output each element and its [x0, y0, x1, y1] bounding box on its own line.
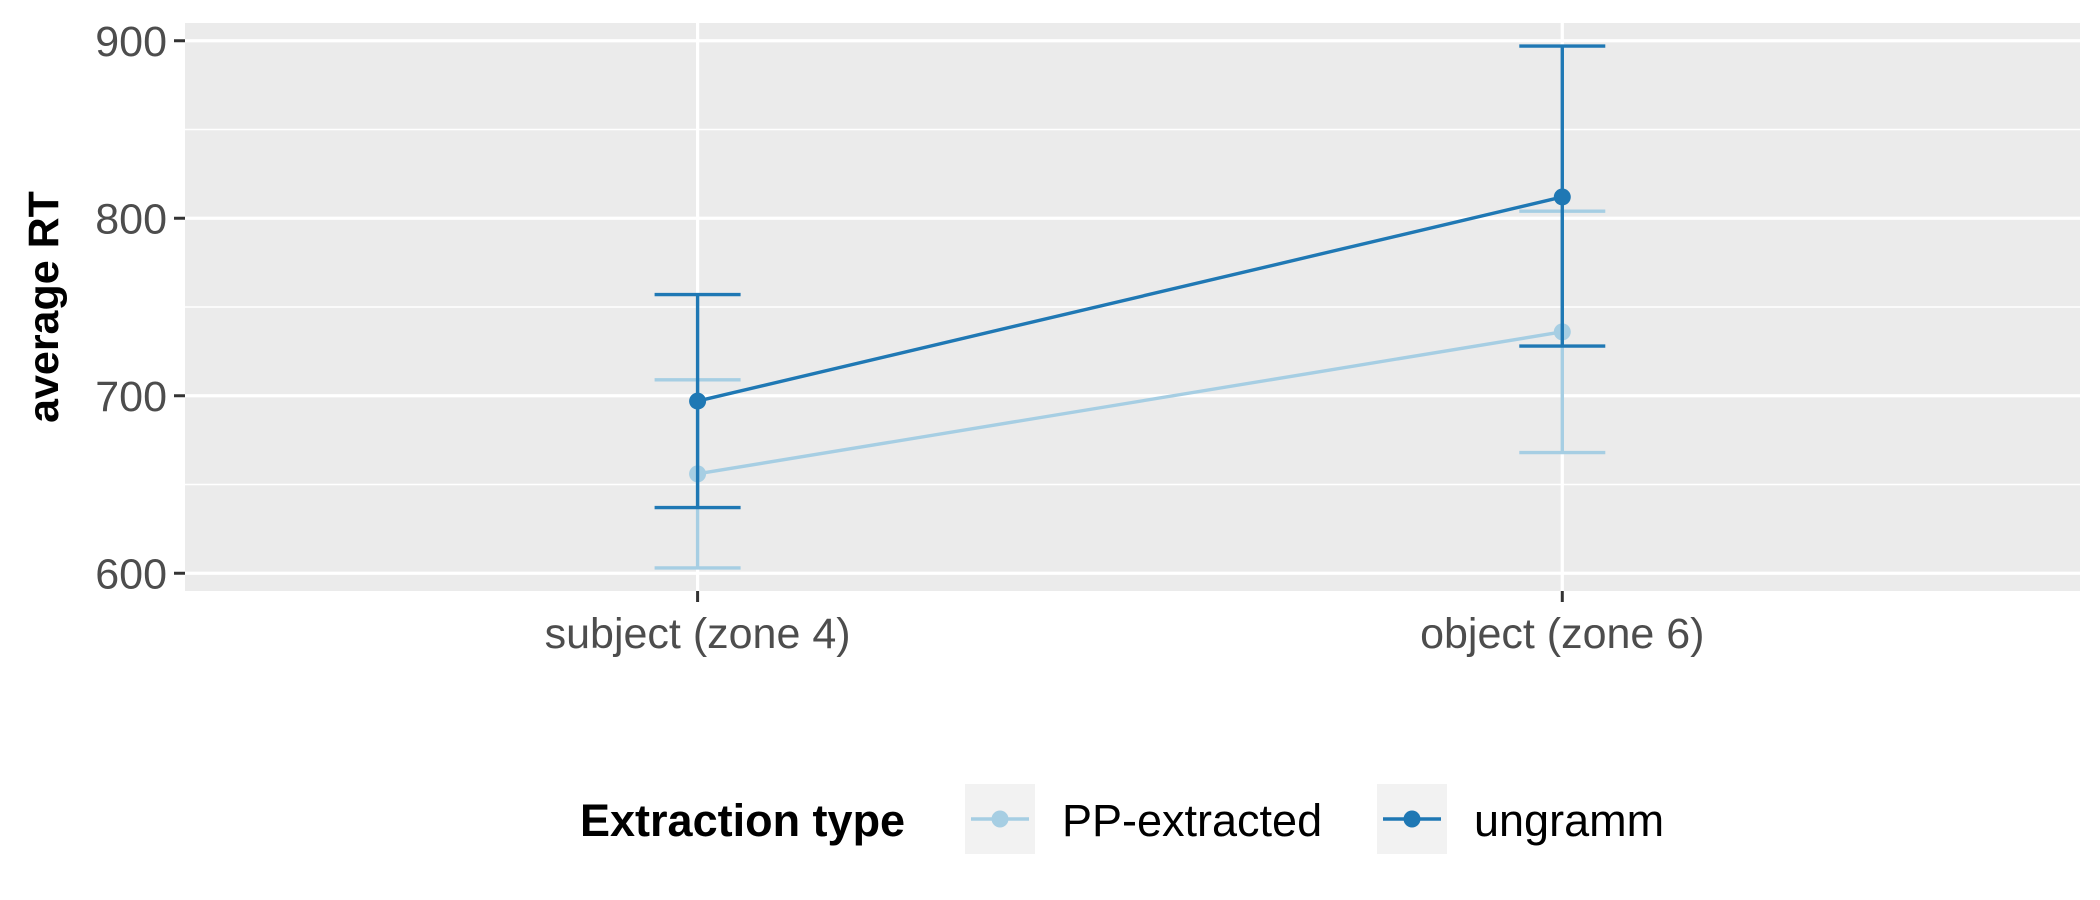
- legend-key-point: [991, 810, 1009, 828]
- legend-title: Extraction type: [580, 795, 905, 846]
- series-line: [697, 195, 1563, 403]
- x-tick-label: subject (zone 4): [545, 610, 851, 658]
- legend-item-ungramm: ungramm: [1377, 784, 1664, 854]
- legend-label: PP-extracted: [1062, 795, 1322, 846]
- legend-items: PP-extracted ungramm: [965, 784, 1664, 854]
- series-layer: [654, 44, 1606, 570]
- data-point: [1553, 188, 1571, 206]
- y-tick-label: 900: [95, 18, 167, 66]
- y-tick-label: 800: [95, 195, 167, 243]
- y-axis: 600 700 800 900: [95, 18, 185, 598]
- y-axis-label: average RT: [20, 191, 68, 423]
- grid-minor: [185, 128, 2080, 486]
- y-tick-label: 700: [95, 373, 167, 421]
- y-tick-label: 600: [95, 550, 167, 598]
- legend-label: ungramm: [1474, 795, 1664, 846]
- legend-key-point: [1403, 810, 1421, 828]
- series-line: [697, 330, 1563, 476]
- data-point: [689, 392, 707, 410]
- legend-item-pp-extracted: PP-extracted: [965, 784, 1322, 854]
- series-ungramm: [654, 44, 1606, 510]
- x-axis: subject (zone 4) object (zone 6): [545, 591, 1705, 658]
- legend: Extraction type PP-extracted ungramm: [580, 784, 1664, 854]
- x-tick-label: object (zone 6): [1420, 610, 1704, 658]
